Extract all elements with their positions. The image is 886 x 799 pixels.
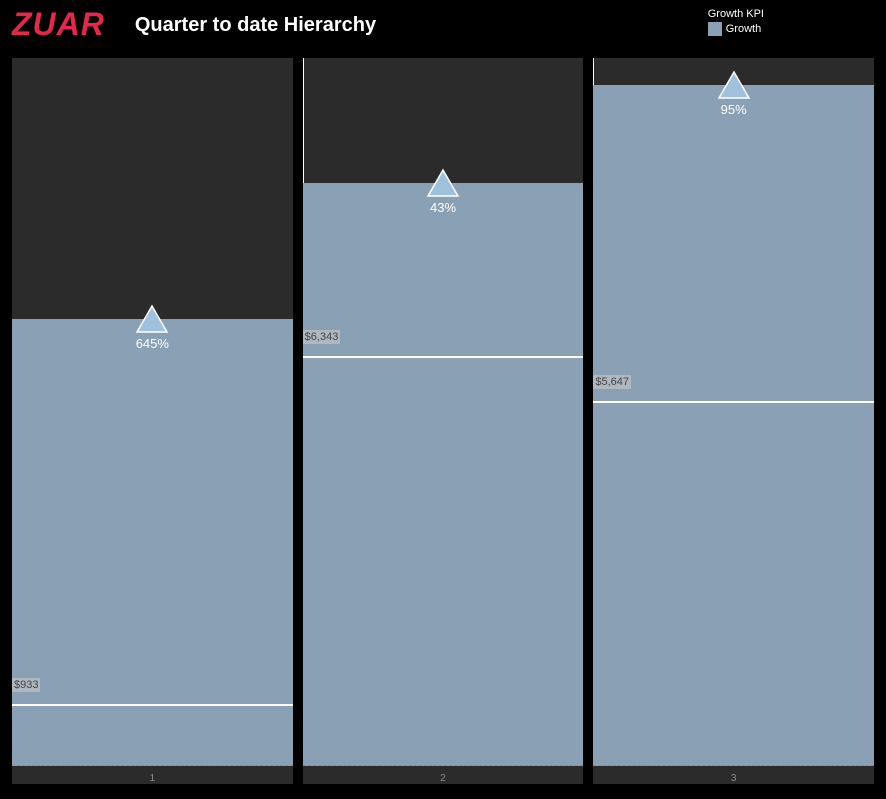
bar bbox=[12, 319, 293, 766]
baseline bbox=[303, 765, 584, 766]
legend: Growth KPI Growth bbox=[708, 8, 764, 36]
chart-panel[interactable]: 645% $933 1 bbox=[12, 58, 293, 784]
bar bbox=[303, 183, 584, 766]
plot-region: 645% $933 bbox=[12, 58, 293, 766]
plot-region: 95% $5,647 bbox=[593, 58, 874, 766]
chart-panel[interactable]: 95% $5,647 3 bbox=[593, 58, 874, 784]
chart-panel[interactable]: 43% $6,343 2 bbox=[303, 58, 584, 784]
legend-item[interactable]: Growth bbox=[708, 22, 764, 36]
reference-line bbox=[303, 356, 584, 358]
reference-label: $933 bbox=[12, 678, 40, 692]
percent-label: 95% bbox=[721, 102, 747, 117]
legend-title: Growth KPI bbox=[708, 8, 764, 20]
chart-area: 645% $933 1 43% $6,343 2 95% $5,647 3 bbox=[12, 58, 874, 784]
plot-region: 43% $6,343 bbox=[303, 58, 584, 766]
header: ZUAR Quarter to date Hierarchy Growth KP… bbox=[0, 0, 886, 50]
percent-label: 645% bbox=[136, 336, 169, 351]
bar bbox=[593, 85, 874, 766]
baseline bbox=[12, 765, 293, 766]
reference-label: $6,343 bbox=[303, 330, 341, 344]
reference-line bbox=[593, 401, 874, 403]
x-axis-label: 1 bbox=[150, 773, 156, 784]
reference-label: $5,647 bbox=[593, 375, 631, 389]
percent-label: 43% bbox=[430, 200, 456, 215]
legend-swatch-icon bbox=[708, 22, 722, 36]
page-title: Quarter to date Hierarchy bbox=[135, 14, 376, 37]
logo: ZUAR bbox=[12, 8, 105, 40]
x-axis-label: 3 bbox=[731, 773, 737, 784]
x-axis-label: 2 bbox=[440, 773, 446, 784]
baseline bbox=[593, 765, 874, 766]
reference-line bbox=[12, 704, 293, 706]
legend-item-label: Growth bbox=[726, 23, 761, 35]
